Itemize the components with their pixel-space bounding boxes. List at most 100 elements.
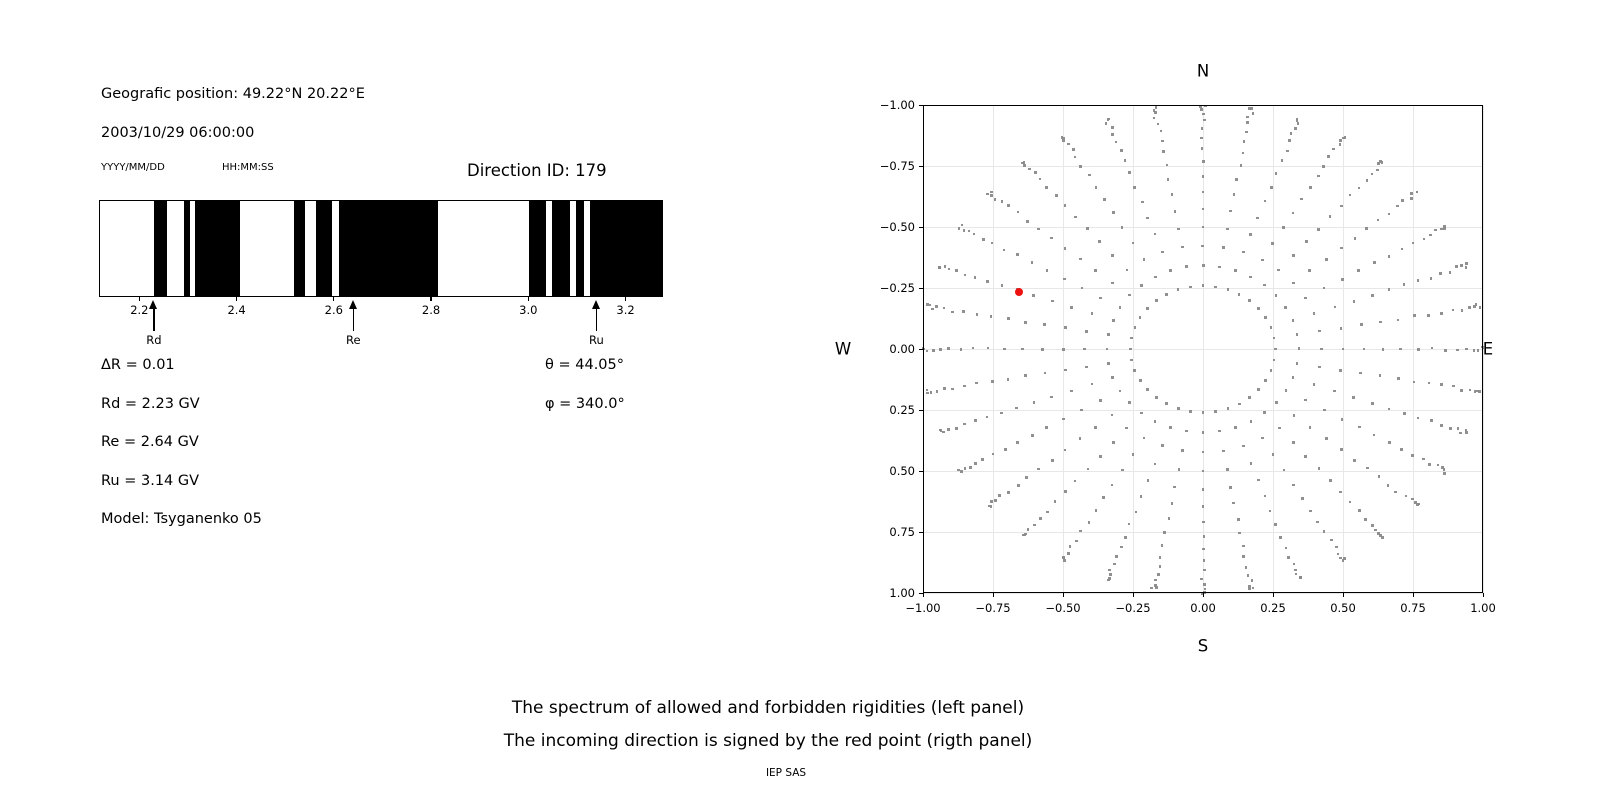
direction-dot bbox=[1411, 241, 1415, 245]
date-format-label: YYYY/MM/DD bbox=[101, 162, 165, 173]
x-tick-label: 2.6 bbox=[324, 303, 343, 317]
credit-label: IEP SAS bbox=[765, 767, 807, 779]
direction-dot bbox=[1264, 379, 1268, 382]
direction-dot bbox=[1032, 400, 1036, 404]
cutoff-arrow-head bbox=[149, 300, 158, 309]
direction-dot bbox=[1464, 262, 1468, 265]
y-tick-label: −0.75 bbox=[879, 158, 915, 173]
direction-dot bbox=[1165, 163, 1169, 167]
direction-dot bbox=[925, 388, 929, 392]
direction-dot bbox=[1468, 388, 1472, 392]
direction-dot bbox=[1284, 546, 1288, 550]
direction-dot bbox=[1269, 369, 1273, 372]
direction-dot bbox=[1456, 427, 1460, 430]
direction-dot bbox=[1464, 266, 1468, 270]
direction-dot bbox=[1061, 556, 1065, 560]
compass-label-west: W bbox=[834, 339, 852, 359]
direction-dot bbox=[1120, 226, 1124, 229]
direction-dot bbox=[1296, 122, 1300, 125]
direction-dot bbox=[1275, 401, 1278, 404]
cutoff-arrow-stem bbox=[153, 308, 155, 331]
direction-dot bbox=[1312, 312, 1316, 315]
gridline-vertical bbox=[1482, 105, 1484, 593]
direction-dot bbox=[1371, 294, 1374, 298]
direction-dot bbox=[960, 223, 964, 227]
direction-dot bbox=[1246, 574, 1250, 577]
direction-dot bbox=[971, 346, 975, 350]
x-tick bbox=[1272, 593, 1274, 597]
direction-dot bbox=[1251, 112, 1255, 115]
direction-dot bbox=[1387, 407, 1391, 411]
direction-dot bbox=[1263, 283, 1266, 287]
direction-dot bbox=[1271, 453, 1275, 456]
delta-r-value: ΔR = 0.01 bbox=[101, 357, 175, 373]
direction-dot bbox=[1090, 312, 1094, 315]
direction-dot bbox=[1118, 389, 1122, 393]
direction-dot bbox=[1397, 377, 1400, 380]
direction-dot bbox=[963, 273, 967, 277]
direction-dot bbox=[1248, 584, 1251, 588]
direction-dot bbox=[1235, 178, 1238, 181]
direction-dot bbox=[1201, 207, 1205, 211]
direction-dot bbox=[1246, 121, 1249, 124]
direction-dot bbox=[1131, 452, 1135, 456]
direction-dot bbox=[1478, 389, 1481, 393]
y-tick bbox=[919, 531, 923, 533]
direction-dot bbox=[1201, 264, 1205, 267]
direction-dot bbox=[1094, 185, 1098, 189]
direction-dot bbox=[1237, 531, 1241, 535]
direction-dot bbox=[1248, 396, 1251, 399]
direction-dot bbox=[1305, 240, 1309, 244]
caption-line-1: The spectrum of allowed and forbidden ri… bbox=[511, 698, 1025, 718]
x-tick-label: 3.0 bbox=[519, 303, 538, 317]
direction-dot bbox=[1046, 510, 1049, 514]
y-tick-label: 0.00 bbox=[889, 341, 915, 356]
direction-dot bbox=[1249, 275, 1252, 279]
direction-dot bbox=[1068, 545, 1072, 548]
direction-dot bbox=[1248, 299, 1251, 302]
direction-dot bbox=[1304, 296, 1307, 300]
x-tick-label: −0.50 bbox=[1045, 601, 1081, 615]
direction-dot bbox=[1087, 173, 1091, 177]
direction-dot bbox=[1292, 440, 1295, 444]
x-tick-label: 1.00 bbox=[1470, 601, 1496, 615]
direction-dot bbox=[1308, 269, 1312, 272]
direction-dot bbox=[1352, 300, 1356, 303]
direction-dot bbox=[1041, 348, 1044, 351]
direction-dot bbox=[1272, 358, 1276, 362]
direction-dot bbox=[986, 280, 989, 283]
x-tick-label: 2.8 bbox=[421, 303, 441, 317]
direction-dot bbox=[1107, 578, 1110, 582]
direction-dot bbox=[1250, 579, 1254, 582]
direction-dot bbox=[1465, 347, 1469, 351]
direction-dot bbox=[1422, 457, 1426, 461]
direction-dot bbox=[1037, 467, 1040, 471]
direction-dot bbox=[1202, 558, 1206, 562]
direction-dot bbox=[1110, 483, 1114, 487]
direction-dot bbox=[1441, 466, 1445, 469]
direction-dot bbox=[1416, 416, 1420, 420]
direction-dot bbox=[1200, 127, 1204, 130]
model-label: Model: Tsyganenko 05 bbox=[101, 511, 262, 527]
direction-dot bbox=[1304, 454, 1307, 458]
direction-dot bbox=[1063, 204, 1067, 207]
direction-dot bbox=[1295, 333, 1299, 336]
direction-dot bbox=[1023, 164, 1026, 167]
direction-dot bbox=[1244, 130, 1248, 134]
direction-dot bbox=[1241, 555, 1245, 558]
direction-dot bbox=[1396, 318, 1400, 322]
direction-dot bbox=[1155, 586, 1158, 589]
direction-dot bbox=[1203, 582, 1206, 586]
direction-dot bbox=[1022, 533, 1025, 537]
direction-dot bbox=[1034, 171, 1037, 174]
direction-dot bbox=[1261, 436, 1264, 440]
direction-dot bbox=[990, 190, 993, 194]
direction-dot bbox=[925, 349, 929, 353]
direction-dot bbox=[1043, 371, 1047, 375]
direction-dot bbox=[1239, 164, 1243, 167]
re-value: Re = 2.64 GV bbox=[101, 434, 199, 450]
direction-dot bbox=[1170, 501, 1174, 505]
direction-dot bbox=[1257, 388, 1260, 391]
direction-dot bbox=[1430, 419, 1433, 422]
direction-dot bbox=[1379, 534, 1382, 537]
